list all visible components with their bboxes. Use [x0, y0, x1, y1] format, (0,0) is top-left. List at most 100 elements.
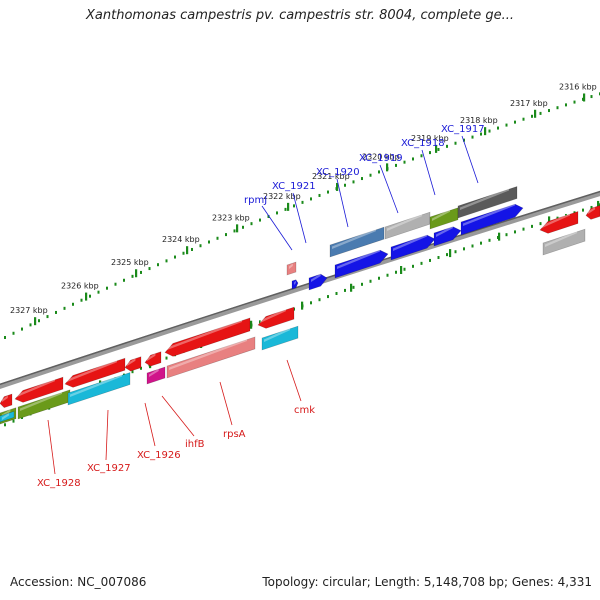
gene-XC_1918-shine	[436, 225, 453, 237]
gene-rpmJ-shine	[294, 280, 296, 285]
outer-dot	[310, 197, 312, 201]
outer-dot	[437, 147, 440, 151]
major-tick	[186, 246, 189, 255]
major-tick	[534, 109, 537, 118]
inner-dot	[437, 256, 440, 260]
cog-magenta-shine	[149, 368, 159, 377]
leader-line	[292, 192, 307, 244]
outer-dot	[55, 310, 57, 314]
inner-dot	[4, 423, 6, 427]
outer-dot	[123, 278, 125, 282]
major-tick	[336, 182, 339, 191]
outer-dot	[480, 132, 482, 136]
gene-left-edge-shine	[2, 395, 8, 402]
scale-tick-label: 2323 kbp	[212, 213, 250, 222]
gene-right-2-shine	[588, 206, 596, 214]
inner-dot	[378, 276, 380, 280]
gene-label-reverse: XC_1926	[137, 450, 181, 461]
outer-dot	[318, 193, 321, 197]
cog-olive-2-shine	[20, 391, 62, 411]
gene-label-forward: XC_1918	[401, 138, 445, 149]
scale-tick-label: 2322 kbp	[263, 192, 301, 201]
gene-ihfB	[144, 351, 162, 367]
scale-tick-label: 2321 kbp	[312, 172, 350, 181]
major-tick	[435, 144, 438, 153]
cog-pink	[166, 336, 256, 379]
outer-dot	[369, 173, 372, 177]
inner-dot	[420, 261, 423, 265]
cog-cyan-shine	[70, 374, 122, 397]
gene-rpmJ	[291, 279, 299, 290]
inner-dot	[369, 279, 372, 283]
outer-dot	[216, 236, 219, 240]
outer-dot	[233, 229, 236, 233]
outer-dot	[46, 315, 49, 319]
outer-dot	[505, 123, 508, 127]
cog-steel-shine	[332, 228, 376, 249]
inner-dot	[429, 258, 431, 262]
outer-dot	[539, 111, 542, 115]
cog-grey-right	[542, 228, 586, 256]
outer-dot	[403, 160, 406, 164]
scale-tick-label: 2327 kbp	[10, 306, 48, 315]
leader-line	[219, 381, 233, 426]
inner-dot	[463, 247, 465, 251]
outer-dot	[556, 106, 559, 110]
outer-dot	[522, 117, 525, 121]
scale-labels: 2316 kbp 2317 kbp 2318 kbp 2319 kbp 2320 kbp…	[10, 82, 597, 315]
inner-dot	[335, 291, 338, 295]
outer-dot	[4, 336, 6, 340]
outer-dot	[259, 218, 261, 222]
outer-dot	[12, 331, 15, 335]
outer-dot	[21, 327, 23, 331]
gene-label-forward: XC_1917	[441, 124, 485, 135]
cog-cyan-edge	[0, 410, 15, 423]
outer-dot	[352, 180, 355, 184]
inner-dot	[131, 370, 134, 374]
outer-dot	[327, 190, 329, 194]
inner-dot	[480, 241, 482, 245]
scale-tick-label: 2326 kbp	[61, 282, 99, 291]
inner-dot	[352, 285, 355, 289]
inner-major-tick	[449, 249, 452, 258]
accession-text: Accession: NC_007086	[10, 575, 147, 589]
gene-rpsA-shine	[167, 319, 242, 350]
gene-rpsA	[164, 317, 251, 357]
outer-dot	[276, 211, 278, 215]
cog-cyan	[67, 372, 131, 406]
gene-label-reverse: ihfB	[185, 439, 205, 450]
outer-dot	[361, 177, 363, 181]
outer-dot	[242, 225, 244, 229]
gene-label-forward: XC_1919	[359, 153, 403, 164]
outer-dot	[463, 138, 465, 142]
outer-dot	[191, 247, 193, 251]
gene-features	[0, 186, 600, 425]
outer-dot	[284, 207, 287, 211]
outer-dot	[131, 274, 134, 278]
cog-darkgrey-shine	[460, 188, 509, 210]
inner-dot	[488, 238, 491, 242]
outer-dot	[38, 319, 40, 323]
leader-line	[379, 164, 399, 214]
scale-tick-label: 2317 kbp	[510, 99, 548, 108]
inner-dot	[310, 301, 312, 305]
leader-line	[336, 178, 349, 228]
outer-dot	[454, 141, 457, 145]
outer-dot	[420, 154, 423, 158]
outer-dot	[514, 120, 516, 124]
gene-XC_1917	[460, 203, 524, 236]
major-tick	[236, 224, 239, 233]
outer-dot	[395, 163, 397, 167]
scale-tick-label: 2320 kbp	[362, 152, 400, 161]
outer-dot	[573, 100, 576, 104]
outer-dot	[293, 204, 295, 208]
scale-tick-label: 2316 kbp	[559, 82, 597, 91]
cog-olive-shine	[432, 209, 450, 221]
outer-dot	[471, 135, 474, 139]
gene-XC_1919	[390, 234, 436, 261]
inner-major-tick	[350, 283, 353, 292]
inner-dot	[471, 244, 474, 248]
inner-major-tick	[498, 232, 501, 241]
leader-line	[144, 402, 156, 447]
